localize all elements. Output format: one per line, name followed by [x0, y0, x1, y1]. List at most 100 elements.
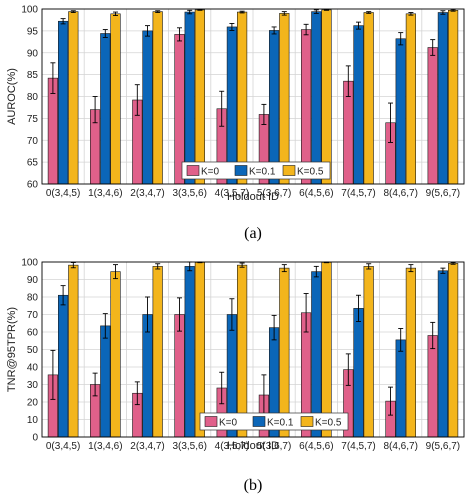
error-bar — [145, 25, 150, 37]
error-bar — [229, 22, 235, 31]
chart-panel-a: 60 65 70 75 80 85 90 95 100 0(3,4,5) 1(3,4,6) 2(3,4… — [6, 5, 465, 242]
error-bar — [303, 293, 309, 333]
error-bar — [187, 9, 193, 15]
x-tick-label: 6(4,5,6) — [299, 188, 333, 199]
error-bar — [430, 39, 436, 56]
bar-k05-9 — [447, 10, 459, 185]
bar-k05-7 — [363, 266, 374, 438]
bar-k01-1 — [100, 33, 111, 185]
bar-k01-0 — [57, 20, 69, 185]
error-bar — [271, 26, 277, 35]
y-tick-label: 70 — [27, 310, 39, 321]
x-tick-label: 7(4,5,7) — [341, 188, 375, 199]
x-tick-label: 2(3,4,7) — [130, 188, 164, 199]
error-bar — [366, 263, 372, 270]
x-tick-label: 9(5,6,7) — [426, 188, 460, 199]
bar-k01-3 — [184, 266, 195, 438]
bar-k05-6 — [321, 262, 332, 438]
error-bar — [388, 386, 393, 416]
y-tick-label: 30 — [27, 380, 39, 391]
y-tick-label: 75 — [27, 114, 39, 125]
error-bar — [281, 11, 287, 16]
x-tick-label: 4(3,5,7) — [215, 188, 249, 199]
error-bar — [92, 96, 98, 124]
y-tick-label: 60 — [27, 328, 39, 339]
bar-k05-0 — [68, 11, 79, 185]
error-bar — [430, 321, 436, 350]
bar-k01-6 — [311, 271, 322, 438]
error-bar — [50, 62, 56, 94]
y-tick-label: 40 — [27, 363, 39, 374]
bar-k01-8 — [395, 339, 406, 438]
x-tick-label: 5(3,6,7) — [257, 188, 291, 199]
plot-frame — [41, 261, 465, 438]
y-tick-label: 85 — [27, 70, 39, 81]
y-tick-label: 0 — [32, 433, 38, 444]
legend-swatch — [300, 416, 314, 427]
error-bar — [155, 10, 161, 13]
bar-k01-7 — [353, 25, 364, 185]
bar-k05-3 — [194, 262, 206, 438]
bar-k0-9 — [427, 47, 438, 185]
error-bar — [113, 11, 118, 17]
error-bar — [398, 328, 404, 352]
y-tick-label: 70 — [27, 136, 39, 147]
legend-swatch — [252, 416, 266, 427]
legend-label: K=0.1 — [249, 167, 276, 178]
legend-label: K=0 — [201, 167, 220, 178]
legend-swatch — [186, 165, 200, 176]
bar-k05-7 — [363, 12, 374, 185]
error-bar — [324, 8, 329, 11]
bar-k01-8 — [395, 38, 406, 185]
error-bar — [440, 267, 446, 274]
x-tick-label: 0(3,4,5) — [46, 188, 80, 199]
error-bar — [356, 21, 361, 30]
x-tick-label: 7(4,5,7) — [341, 441, 375, 452]
error-bar — [102, 313, 108, 339]
x-tick-label: 9(5,6,7) — [426, 441, 460, 452]
bar-k05-5 — [279, 267, 290, 438]
legend-label: K=0 — [219, 418, 238, 429]
chart-panel-b: 0 10 20 30 40 50 60 70 80 90 100 0(3,4,5) 1(3,4,6) 2(… — [6, 258, 465, 494]
bar-k01-0 — [57, 294, 69, 438]
error-bar — [197, 8, 203, 11]
x-axis-label: Holdout ID — [227, 440, 279, 452]
bar-k05-8 — [405, 13, 417, 185]
bar-k05-3 — [194, 9, 206, 185]
y-tick-label: 100 — [21, 258, 38, 269]
error-bar — [303, 23, 309, 36]
x-tick-label: 8(4,6,7) — [383, 441, 417, 452]
error-bar — [145, 296, 150, 333]
error-bar — [313, 9, 319, 14]
error-bar — [366, 11, 372, 14]
error-bar — [345, 353, 351, 386]
x-tick-label: 6(4,5,6) — [299, 441, 333, 452]
error-bar — [155, 263, 161, 270]
bar-k05-1 — [110, 13, 121, 185]
error-bar — [440, 10, 446, 15]
error-bar — [70, 10, 76, 13]
bar-k01-6 — [311, 11, 322, 185]
error-bar — [313, 265, 319, 278]
bar-k05-2 — [152, 266, 163, 438]
plot-frame — [41, 8, 465, 185]
y-tick-label: 90 — [27, 275, 39, 286]
bar-k05-9 — [447, 263, 459, 438]
x-axis-label: Holdout ID — [227, 191, 279, 203]
y-tick-label: 100 — [21, 5, 38, 16]
y-axis-label: AUROC(%) — [6, 68, 18, 125]
y-tick-label: 10 — [27, 415, 39, 426]
error-bar — [388, 102, 393, 143]
bar-k01-4 — [226, 26, 238, 185]
x-tick-label: 5(3,6,7) — [257, 441, 291, 452]
y-tick-label: 65 — [27, 158, 39, 169]
bar-k01-2 — [142, 30, 153, 185]
error-bar — [177, 297, 182, 332]
error-bar — [219, 371, 225, 405]
bar-k0-9 — [427, 335, 438, 438]
error-bar — [134, 84, 140, 116]
legend-swatch — [234, 165, 248, 176]
bar-k05-5 — [279, 13, 290, 185]
error-bar — [239, 262, 245, 268]
